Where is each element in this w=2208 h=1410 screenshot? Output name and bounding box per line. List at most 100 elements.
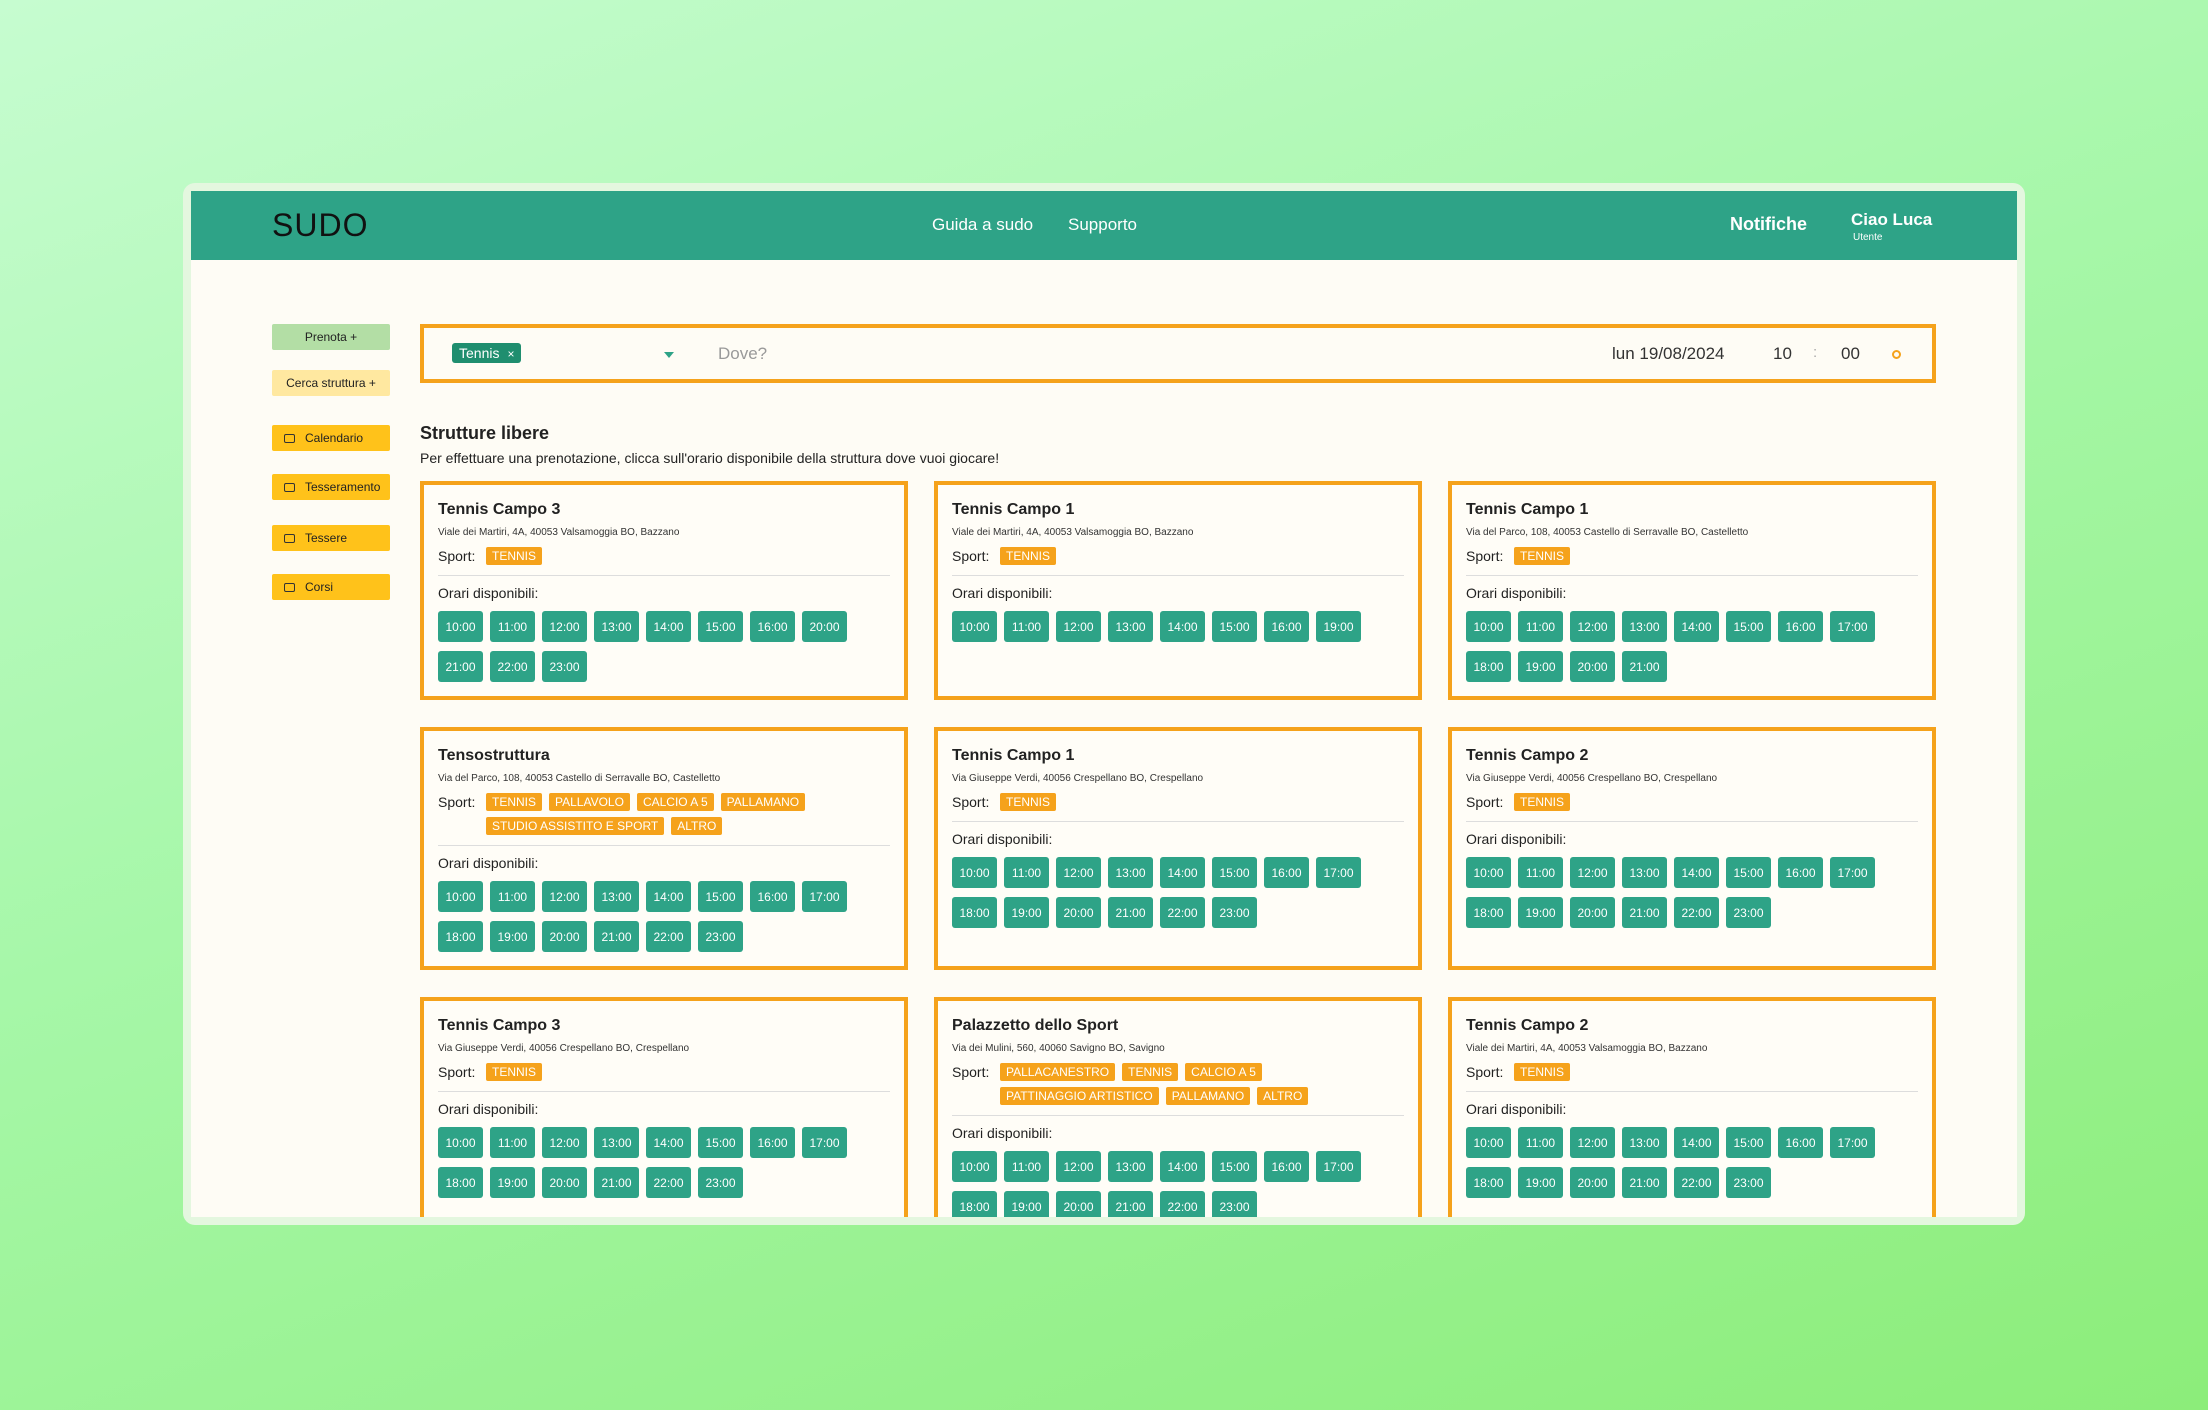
time-slot-button[interactable]: 21:00: [1108, 1191, 1153, 1217]
time-slot-button[interactable]: 16:00: [1778, 1127, 1823, 1158]
time-slot-button[interactable]: 15:00: [1726, 857, 1771, 888]
time-slot-button[interactable]: 16:00: [750, 881, 795, 912]
time-slot-button[interactable]: 15:00: [698, 611, 743, 642]
time-slot-button[interactable]: 15:00: [1726, 611, 1771, 642]
time-slot-button[interactable]: 16:00: [1264, 857, 1309, 888]
time-slot-button[interactable]: 20:00: [542, 921, 587, 952]
time-slot-button[interactable]: 10:00: [1466, 857, 1511, 888]
time-slot-button[interactable]: 14:00: [1160, 857, 1205, 888]
nav-link[interactable]: Supporto: [1068, 215, 1137, 234]
time-slot-button[interactable]: 10:00: [438, 611, 483, 642]
time-slot-button[interactable]: 20:00: [802, 611, 847, 642]
hour-input[interactable]: 10: [1773, 344, 1792, 363]
time-slot-button[interactable]: 12:00: [542, 611, 587, 642]
time-slot-button[interactable]: 23:00: [1212, 897, 1257, 928]
time-slot-button[interactable]: 23:00: [542, 651, 587, 682]
time-slot-button[interactable]: 12:00: [1570, 611, 1615, 642]
time-slot-button[interactable]: 19:00: [490, 1167, 535, 1198]
time-slot-button[interactable]: 22:00: [1160, 897, 1205, 928]
time-slot-button[interactable]: 14:00: [646, 881, 691, 912]
time-slot-button[interactable]: 19:00: [1518, 651, 1563, 682]
time-slot-button[interactable]: 10:00: [1466, 611, 1511, 642]
time-slot-button[interactable]: 10:00: [952, 611, 997, 642]
time-slot-button[interactable]: 12:00: [1570, 857, 1615, 888]
time-slot-button[interactable]: 21:00: [438, 651, 483, 682]
time-slot-button[interactable]: 23:00: [1726, 897, 1771, 928]
time-slot-button[interactable]: 17:00: [1830, 611, 1875, 642]
time-slot-button[interactable]: 11:00: [490, 881, 535, 912]
book-button[interactable]: Prenota +: [272, 324, 390, 350]
time-slot-button[interactable]: 14:00: [1674, 1127, 1719, 1158]
time-slot-button[interactable]: 19:00: [1518, 1167, 1563, 1198]
time-slot-button[interactable]: 10:00: [952, 1151, 997, 1182]
time-slot-button[interactable]: 13:00: [1622, 611, 1667, 642]
time-slot-button[interactable]: 13:00: [1108, 857, 1153, 888]
time-slot-button[interactable]: 17:00: [1316, 1151, 1361, 1182]
time-slot-button[interactable]: 11:00: [490, 1127, 535, 1158]
time-slot-button[interactable]: 17:00: [1830, 857, 1875, 888]
time-slot-button[interactable]: 22:00: [1160, 1191, 1205, 1217]
time-slot-button[interactable]: 13:00: [594, 881, 639, 912]
time-slot-button[interactable]: 13:00: [594, 611, 639, 642]
where-input[interactable]: Dove?: [718, 344, 768, 363]
time-slot-button[interactable]: 11:00: [1518, 611, 1563, 642]
time-slot-button[interactable]: 16:00: [1778, 611, 1823, 642]
time-slot-button[interactable]: 19:00: [1518, 897, 1563, 928]
time-slot-button[interactable]: 13:00: [594, 1127, 639, 1158]
time-slot-button[interactable]: 20:00: [1570, 651, 1615, 682]
time-slot-button[interactable]: 22:00: [646, 921, 691, 952]
time-slot-button[interactable]: 10:00: [438, 1127, 483, 1158]
time-slot-button[interactable]: 11:00: [1004, 857, 1049, 888]
time-slot-button[interactable]: 10:00: [952, 857, 997, 888]
time-slot-button[interactable]: 20:00: [542, 1167, 587, 1198]
time-slot-button[interactable]: 12:00: [542, 1127, 587, 1158]
time-slot-button[interactable]: 19:00: [1004, 1191, 1049, 1217]
time-slot-button[interactable]: 23:00: [698, 921, 743, 952]
notifications[interactable]: Notifiche: [1730, 214, 1808, 234]
time-slot-button[interactable]: 20:00: [1056, 1191, 1101, 1217]
nav-link[interactable]: Guida a sudo: [932, 215, 1034, 234]
time-slot-button[interactable]: 14:00: [646, 611, 691, 642]
time-slot-button[interactable]: 23:00: [1212, 1191, 1257, 1217]
time-slot-button[interactable]: 16:00: [750, 611, 795, 642]
time-slot-button[interactable]: 21:00: [1622, 897, 1667, 928]
time-slot-button[interactable]: 14:00: [1674, 611, 1719, 642]
time-slot-button[interactable]: 13:00: [1108, 611, 1153, 642]
time-slot-button[interactable]: 18:00: [438, 1167, 483, 1198]
time-slot-button[interactable]: 18:00: [1466, 897, 1511, 928]
logo[interactable]: SUDO: [272, 207, 369, 243]
time-slot-button[interactable]: 13:00: [1108, 1151, 1153, 1182]
time-slot-button[interactable]: 12:00: [1570, 1127, 1615, 1158]
time-slot-button[interactable]: 13:00: [1622, 857, 1667, 888]
time-slot-button[interactable]: 12:00: [1056, 857, 1101, 888]
time-slot-button[interactable]: 20:00: [1570, 897, 1615, 928]
time-slot-button[interactable]: 11:00: [1518, 857, 1563, 888]
time-slot-button[interactable]: 23:00: [1726, 1167, 1771, 1198]
date-input[interactable]: lun 19/08/2024: [1612, 344, 1725, 363]
time-slot-button[interactable]: 21:00: [594, 1167, 639, 1198]
time-slot-button[interactable]: 18:00: [952, 1191, 997, 1217]
time-slot-button[interactable]: 20:00: [1056, 897, 1101, 928]
time-slot-button[interactable]: 14:00: [1160, 1151, 1205, 1182]
time-slot-button[interactable]: 10:00: [438, 881, 483, 912]
user-greeting[interactable]: Ciao Luca: [1851, 210, 1933, 229]
time-slot-button[interactable]: 15:00: [1212, 611, 1257, 642]
time-slot-button[interactable]: 19:00: [1316, 611, 1361, 642]
time-slot-button[interactable]: 11:00: [490, 611, 535, 642]
time-slot-button[interactable]: 10:00: [1466, 1127, 1511, 1158]
time-slot-button[interactable]: 18:00: [1466, 1167, 1511, 1198]
time-slot-button[interactable]: 22:00: [1674, 897, 1719, 928]
sidebar-button[interactable]: Tessere: [272, 525, 390, 551]
minute-input[interactable]: 00: [1841, 344, 1860, 363]
time-slot-button[interactable]: 21:00: [1108, 897, 1153, 928]
sidebar-button[interactable]: Calendario: [272, 425, 390, 451]
time-slot-button[interactable]: 15:00: [1212, 1151, 1257, 1182]
time-slot-button[interactable]: 15:00: [1212, 857, 1257, 888]
sport-tag[interactable]: Tennis ×: [452, 343, 522, 363]
time-slot-button[interactable]: 13:00: [1622, 1127, 1667, 1158]
time-slot-button[interactable]: 14:00: [646, 1127, 691, 1158]
sidebar-button[interactable]: Tesseramento: [272, 474, 390, 500]
time-slot-button[interactable]: 21:00: [594, 921, 639, 952]
time-slot-button[interactable]: 16:00: [1264, 1151, 1309, 1182]
time-slot-button[interactable]: 17:00: [1830, 1127, 1875, 1158]
